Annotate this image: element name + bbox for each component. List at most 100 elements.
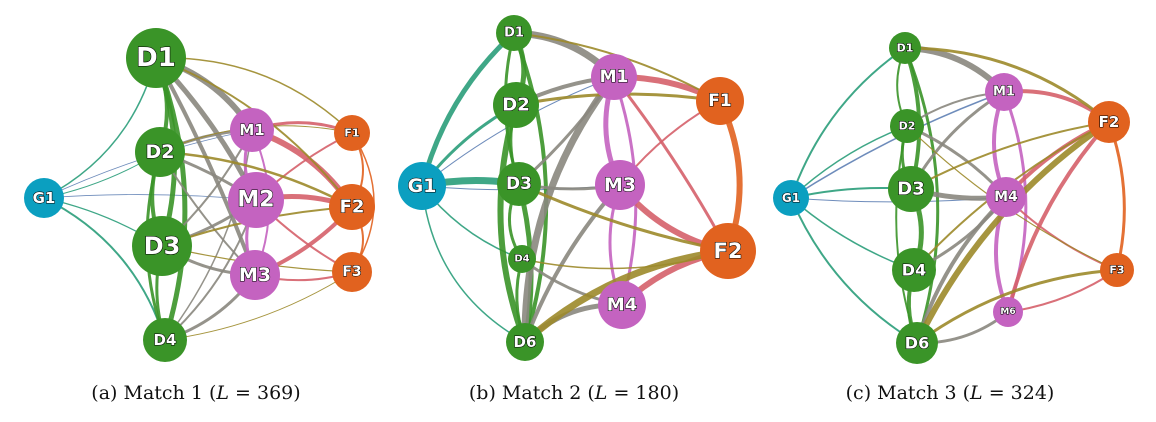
edge-layer bbox=[43, 55, 375, 343]
node-D1: D1 bbox=[889, 32, 921, 64]
node-circle bbox=[398, 162, 446, 210]
caption-suffix: ) bbox=[293, 382, 301, 404]
node-M1: M1 bbox=[985, 73, 1023, 111]
node-D2: D2 bbox=[493, 82, 539, 128]
node-label: D6 bbox=[905, 334, 929, 353]
node-D6: D6 bbox=[896, 322, 938, 364]
caption-value: 324 bbox=[1010, 382, 1047, 404]
caption-variable: L bbox=[216, 382, 230, 404]
node-M3: M3 bbox=[230, 250, 280, 300]
node-circle bbox=[132, 216, 192, 276]
edge-D3-F2 bbox=[910, 121, 1110, 190]
node-D2: D2 bbox=[890, 109, 924, 143]
node-label: F1 bbox=[708, 91, 731, 111]
node-M4: M4 bbox=[986, 177, 1026, 217]
node-label: F2 bbox=[340, 197, 365, 218]
node-circle bbox=[1088, 101, 1130, 143]
edge-D6-F2 bbox=[914, 119, 1112, 346]
node-label: D1 bbox=[897, 42, 914, 55]
node-M6: M6 bbox=[993, 297, 1023, 327]
edge-D6-M1 bbox=[521, 73, 618, 346]
node-M2: M2 bbox=[228, 172, 284, 228]
node-circle bbox=[135, 127, 185, 177]
node-circle bbox=[890, 109, 924, 143]
node-circle bbox=[230, 108, 274, 152]
node-label: M1 bbox=[239, 121, 264, 139]
node-circle bbox=[334, 115, 370, 151]
node-F1: F1 bbox=[696, 77, 744, 125]
node-label: M4 bbox=[607, 295, 637, 316]
caption-equals: = bbox=[982, 382, 1011, 404]
node-D4: D4 bbox=[508, 245, 536, 273]
node-circle bbox=[497, 162, 541, 206]
node-label: F3 bbox=[1109, 264, 1124, 277]
node-circle bbox=[985, 73, 1023, 111]
caption-prefix: (a) Match 1 ( bbox=[91, 382, 217, 404]
node-label: D4 bbox=[154, 331, 177, 349]
node-F2: F2 bbox=[700, 223, 756, 279]
node-label: D1 bbox=[136, 43, 176, 73]
node-circle bbox=[700, 223, 756, 279]
node-circle bbox=[329, 184, 375, 230]
caption-match-1: (a) Match 1 (L = 369) bbox=[91, 382, 300, 404]
node-circle bbox=[493, 82, 539, 128]
node-circle bbox=[993, 297, 1023, 327]
node-circle bbox=[126, 28, 186, 88]
node-D3: D3 bbox=[888, 166, 934, 212]
node-label: M1 bbox=[993, 85, 1015, 100]
node-circle bbox=[508, 245, 536, 273]
node-circle bbox=[888, 166, 934, 212]
node-label: D1 bbox=[504, 26, 524, 41]
edge-D1-F2 bbox=[903, 46, 1111, 124]
node-circle bbox=[143, 318, 187, 362]
caption-match-2: (b) Match 2 (L = 180) bbox=[469, 382, 679, 404]
node-circle bbox=[896, 322, 938, 364]
node-circle bbox=[595, 160, 645, 210]
node-circle bbox=[696, 77, 744, 125]
edge-D1-D4 bbox=[153, 55, 188, 343]
node-F3: F3 bbox=[1100, 253, 1134, 287]
node-D1: D1 bbox=[126, 28, 186, 88]
node-label: D4 bbox=[902, 261, 926, 280]
node-label: D3 bbox=[897, 179, 924, 200]
caption-prefix: (b) Match 2 ( bbox=[468, 382, 595, 404]
edge-D2-D6 bbox=[895, 125, 918, 344]
caption-match-3: (c) Match 3 (L = 324) bbox=[846, 382, 1055, 404]
caption-equals: = bbox=[229, 382, 258, 404]
edge-layer bbox=[418, 29, 743, 346]
edge-G1-D6 bbox=[421, 185, 526, 343]
node-M3: M3 bbox=[595, 160, 645, 210]
edge-layer bbox=[790, 45, 1126, 346]
node-label: D2 bbox=[146, 141, 175, 163]
node-circle bbox=[889, 32, 921, 64]
node-label: F2 bbox=[714, 239, 743, 263]
node-circle bbox=[332, 252, 372, 292]
node-label: F1 bbox=[344, 127, 359, 140]
node-label: M6 bbox=[1000, 307, 1015, 317]
edge-D6-F2 bbox=[521, 247, 732, 346]
node-label: M2 bbox=[237, 188, 274, 213]
node-G1: G1 bbox=[24, 178, 64, 218]
caption-value: 180 bbox=[635, 382, 672, 404]
edge-G1-D6 bbox=[790, 197, 918, 344]
node-F3: F3 bbox=[332, 252, 372, 292]
node-label: D3 bbox=[144, 232, 181, 260]
node-label: G1 bbox=[408, 175, 437, 197]
node-D6: D6 bbox=[506, 323, 544, 361]
node-label: M3 bbox=[604, 174, 636, 196]
node-label: D4 bbox=[514, 254, 529, 265]
edge-D2-D6 bbox=[497, 102, 528, 345]
node-M1: M1 bbox=[230, 108, 274, 152]
node-label: D2 bbox=[502, 95, 529, 116]
node-label: G1 bbox=[33, 189, 56, 207]
node-label: M1 bbox=[600, 67, 629, 87]
node-label: D2 bbox=[899, 120, 916, 133]
node-M4: M4 bbox=[598, 281, 646, 329]
node-D4: D4 bbox=[892, 248, 936, 292]
edge-G1-M1 bbox=[790, 91, 1005, 199]
panel-match-2: G1 D1 D2 D3 D4 D6 M1 M3 M4 F1 F2 bbox=[398, 15, 756, 361]
node-label: D6 bbox=[514, 333, 537, 351]
node-M1: M1 bbox=[591, 54, 637, 100]
node-circle bbox=[230, 250, 280, 300]
